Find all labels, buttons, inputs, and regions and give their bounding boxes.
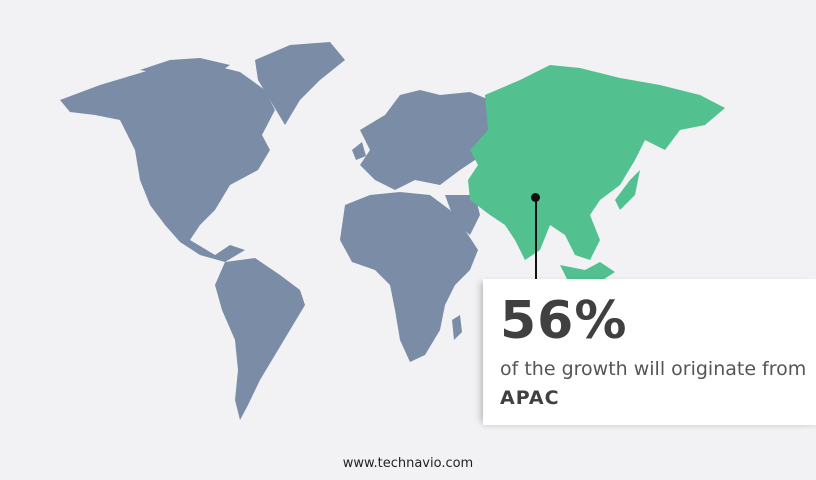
footer-website: www.technavio.com bbox=[342, 456, 474, 471]
growth-percentage: 56% bbox=[500, 291, 628, 351]
south-america bbox=[215, 258, 305, 420]
europe bbox=[352, 90, 490, 190]
callout-description: of the growth will originate from APAC bbox=[500, 355, 810, 413]
region-name: APAC bbox=[500, 387, 560, 409]
callout-box: 56% of the growth will originate from AP… bbox=[483, 279, 816, 425]
north-america bbox=[60, 42, 345, 262]
callout-text: of the growth will originate from bbox=[500, 358, 807, 380]
pointer-dot bbox=[531, 193, 540, 202]
africa bbox=[340, 192, 480, 362]
pointer-line bbox=[535, 197, 537, 280]
apac-region bbox=[468, 65, 725, 285]
